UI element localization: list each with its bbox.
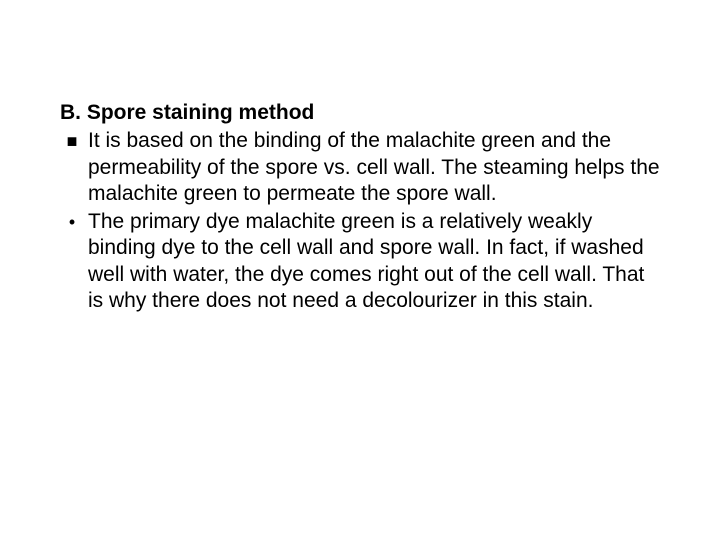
dot-bullet-icon: • <box>62 209 82 235</box>
list-item-text: The primary dye malachite green is a rel… <box>88 210 644 312</box>
slide: B. Spore staining method ■ It is based o… <box>0 0 720 540</box>
list-item: ■ It is based on the binding of the mala… <box>60 128 660 207</box>
section-heading: B. Spore staining method <box>60 100 660 126</box>
bullet-list: ■ It is based on the binding of the mala… <box>60 128 660 314</box>
list-item: • The primary dye malachite green is a r… <box>60 209 660 314</box>
square-bullet-icon: ■ <box>62 128 82 154</box>
list-item-text: It is based on the binding of the malach… <box>88 129 660 205</box>
